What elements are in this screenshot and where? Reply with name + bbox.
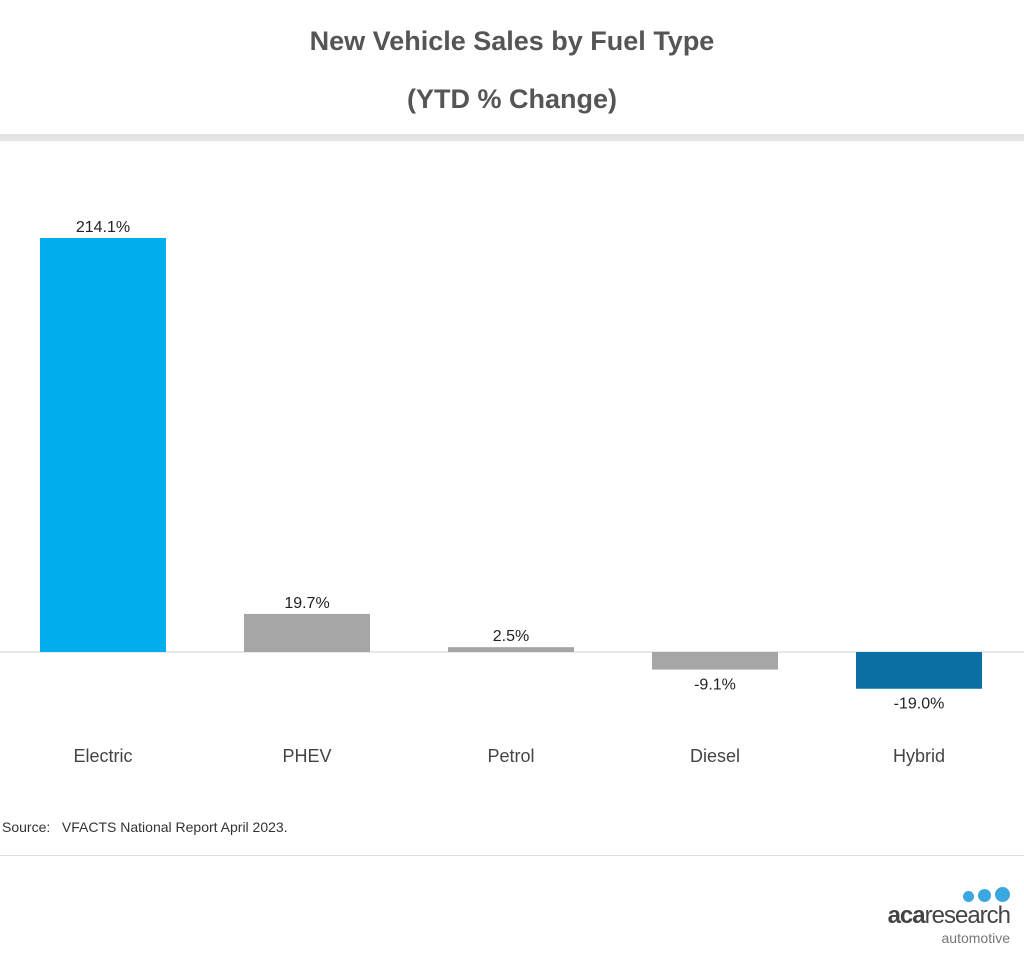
bar-phev bbox=[244, 613, 370, 652]
company-logo: acaresearch automotive bbox=[880, 884, 1011, 946]
data-label-phev: 19.7% bbox=[284, 595, 329, 612]
data-label-electric: 214.1% bbox=[76, 219, 130, 236]
bar-chart: 214.1% Electric 19.7% PHEV 2.5% Petrol -9.1% Di… bbox=[0, 219, 1024, 766]
category-label-petrol: Petrol bbox=[487, 746, 534, 766]
data-label-petrol: 2.5% bbox=[493, 628, 529, 645]
bar-petrol bbox=[448, 647, 574, 652]
bar-electric bbox=[40, 238, 166, 652]
category-label-hybrid: Hybrid bbox=[893, 746, 945, 766]
logo-subtitle: automotive bbox=[941, 930, 1010, 946]
data-label-hybrid: -19.0% bbox=[894, 696, 945, 713]
category-label-diesel: Diesel bbox=[690, 746, 740, 766]
category-label-phev: PHEV bbox=[282, 746, 331, 766]
footer-divider bbox=[0, 855, 1024, 856]
header-divider bbox=[0, 134, 1024, 141]
category-label-electric: Electric bbox=[73, 746, 132, 766]
bar-hybrid bbox=[856, 652, 982, 689]
data-label-diesel: -9.1% bbox=[694, 677, 736, 694]
chart-title: New Vehicle Sales by Fuel Type bbox=[309, 26, 715, 56]
source-note: Source: VFACTS National Report April 202… bbox=[2, 819, 288, 835]
logo-dots-icon bbox=[880, 884, 1010, 902]
chart-subtitle: (YTD % Change) bbox=[406, 84, 617, 114]
logo-wordmark: acaresearch bbox=[887, 902, 1011, 929]
bar-diesel bbox=[652, 652, 778, 670]
